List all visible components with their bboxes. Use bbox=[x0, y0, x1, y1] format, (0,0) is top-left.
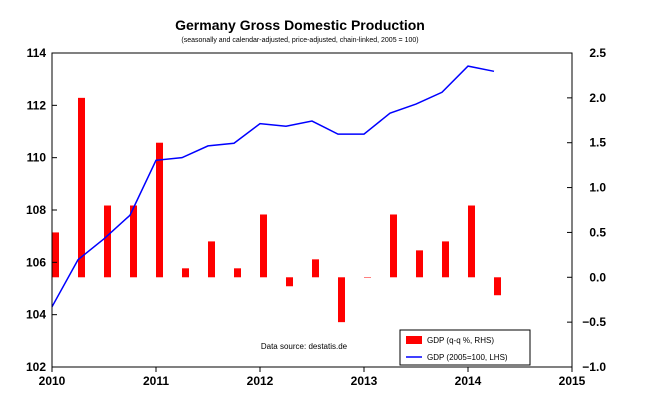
gdp-qq-bar bbox=[494, 277, 501, 296]
x-axis: 2010 2011 2012 2013 2014 2015 bbox=[39, 367, 586, 388]
x-tick-label: 2013 bbox=[351, 374, 378, 388]
left-tick-label: 112 bbox=[27, 98, 47, 112]
gdp-qq-bar bbox=[182, 268, 189, 278]
gdp-qq-bar bbox=[52, 232, 59, 278]
left-tick-label: 110 bbox=[27, 151, 47, 165]
gdp-qq-bar bbox=[416, 250, 423, 278]
gdp-qq-bar bbox=[286, 277, 293, 287]
right-tick-label: 2.0 bbox=[589, 91, 606, 105]
left-tick-label: 104 bbox=[26, 308, 46, 322]
x-tick-label: 2015 bbox=[559, 374, 586, 388]
gdp-qq-bar bbox=[312, 259, 319, 278]
right-tick-label: 1.0 bbox=[589, 181, 606, 195]
line-series bbox=[51, 65, 495, 308]
left-axis: 102 104 106 108 110 112 114 bbox=[26, 46, 57, 374]
x-tick-label: 2011 bbox=[143, 374, 169, 388]
x-tick-label: 2010 bbox=[39, 374, 66, 388]
chart-title: Germany Gross Domestic Production bbox=[175, 17, 425, 33]
gdp-qq-bar bbox=[156, 142, 163, 278]
gdp-qq-bar bbox=[260, 214, 267, 278]
left-tick-label: 106 bbox=[26, 255, 46, 269]
right-axis: −1.0 −0.5 0.0 0.5 1.0 1.5 2.0 2.5 bbox=[567, 46, 606, 374]
gdp-qq-bar bbox=[364, 277, 371, 278]
right-tick-label: −1.0 bbox=[582, 360, 606, 374]
gdp-qq-bar bbox=[78, 97, 85, 278]
left-tick-label: 102 bbox=[26, 360, 46, 374]
right-tick-label: 0.0 bbox=[589, 270, 606, 284]
legend-bar-swatch bbox=[406, 336, 422, 344]
gdp-qq-bar bbox=[390, 214, 397, 278]
gdp-qq-bar bbox=[104, 205, 111, 278]
x-tick-label: 2014 bbox=[455, 374, 482, 388]
x-tick-label: 2012 bbox=[247, 374, 274, 388]
gdp-qq-bar bbox=[234, 268, 241, 278]
legend-box bbox=[399, 329, 531, 366]
left-tick-label: 114 bbox=[27, 46, 47, 60]
bar-series bbox=[52, 97, 501, 323]
right-tick-label: 2.5 bbox=[589, 46, 606, 60]
legend-bar-label: GDP (q-q %, RHS) bbox=[427, 336, 494, 345]
legend: GDP (q-q %, RHS) GDP (2005=100, LHS) bbox=[399, 329, 531, 366]
gdp-qq-bar bbox=[130, 205, 137, 278]
left-tick-label: 108 bbox=[26, 203, 46, 217]
gdp-qq-bar bbox=[338, 277, 345, 323]
right-tick-label: 1.5 bbox=[589, 136, 606, 150]
gdp-level-line bbox=[51, 65, 495, 308]
gdp-qq-bar bbox=[468, 205, 475, 278]
source-note: Data source: destatis.de bbox=[261, 342, 348, 351]
right-tick-label: 0.5 bbox=[589, 225, 606, 239]
right-tick-label: −0.5 bbox=[582, 315, 606, 329]
chart-subtitle: (seasonally and calendar-adjusted, price… bbox=[181, 37, 418, 44]
gdp-qq-bar bbox=[442, 241, 449, 278]
legend-line-label: GDP (2005=100, LHS) bbox=[427, 353, 508, 362]
gdp-qq-bar bbox=[208, 241, 215, 278]
